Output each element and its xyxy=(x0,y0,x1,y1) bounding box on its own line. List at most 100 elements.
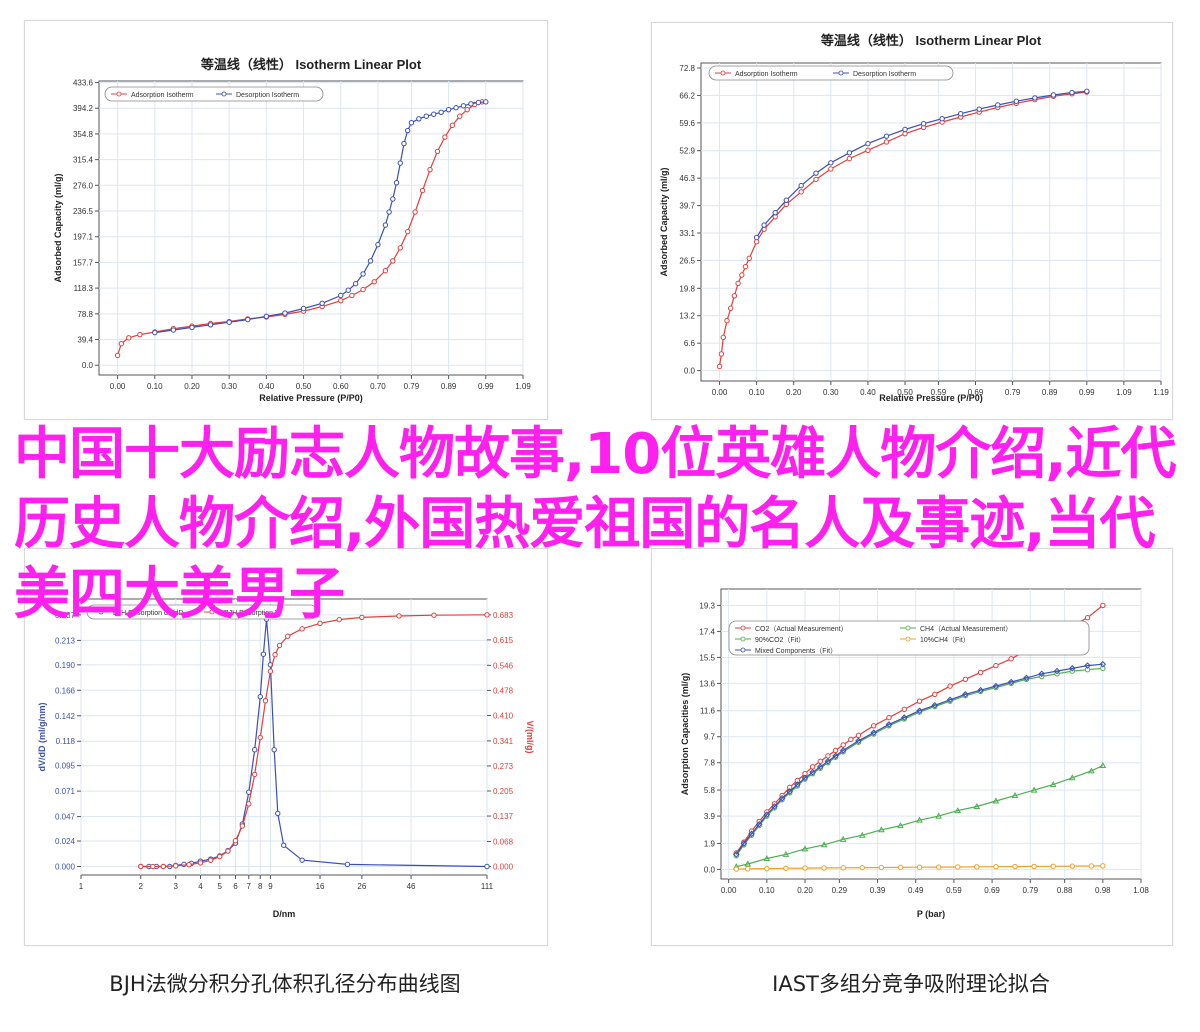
legend-entry: 10%CH4（Fit） xyxy=(920,636,970,644)
legend-entry: CO2（Actual Measurement） xyxy=(755,625,848,633)
x-tick-label: 9 xyxy=(268,882,273,891)
x-tick-label: 111 xyxy=(481,882,494,891)
data-point xyxy=(257,693,263,700)
data-point xyxy=(186,861,192,868)
data-point xyxy=(336,616,342,623)
data-point xyxy=(954,807,962,814)
series-line xyxy=(117,101,483,356)
x-tick-label: 0.59 xyxy=(946,886,962,895)
data-point xyxy=(745,866,751,872)
data-point xyxy=(405,228,411,235)
y-tick-label: 13.6 xyxy=(699,679,715,688)
data-point xyxy=(1023,674,1030,682)
x-tick-label: 0.99 xyxy=(1079,388,1095,397)
data-point xyxy=(848,736,854,743)
y-tick-label: 118.3 xyxy=(74,284,94,293)
data-point xyxy=(396,613,402,619)
data-point xyxy=(431,111,437,117)
data-point xyxy=(457,113,463,119)
data-point xyxy=(252,771,258,778)
y-tick-label: 0.190 xyxy=(55,661,76,670)
legend-swatch-marker xyxy=(209,609,215,615)
x-tick-label: 0.10 xyxy=(759,886,775,895)
data-point xyxy=(916,698,923,704)
data-point xyxy=(137,331,143,338)
x-tick-label: 0.10 xyxy=(749,388,765,397)
y-right-tick-label: 0.615 xyxy=(493,636,514,645)
data-point xyxy=(886,714,892,721)
data-point xyxy=(1038,670,1046,678)
data-point xyxy=(299,857,305,863)
y-tick-label: 33.1 xyxy=(679,229,695,238)
data-point xyxy=(257,734,263,741)
data-point xyxy=(716,363,723,370)
data-point xyxy=(160,863,167,870)
y-tick-label: 7.8 xyxy=(704,759,716,768)
data-point xyxy=(416,116,422,122)
data-point xyxy=(393,179,400,186)
data-point xyxy=(920,120,927,127)
data-point xyxy=(897,822,904,829)
data-point xyxy=(427,166,433,173)
data-point xyxy=(771,803,778,810)
data-point xyxy=(1007,678,1015,686)
data-point xyxy=(1088,767,1095,774)
y-tick-label: 157.7 xyxy=(73,258,94,267)
y-tick-label: 0.0 xyxy=(82,361,94,370)
legend-swatch-marker xyxy=(221,91,227,97)
data-point xyxy=(828,160,834,166)
legend-swatch-marker xyxy=(740,636,746,642)
iast-chart: 0.00 0.10 0.20 0.29 0.39 0.49 0.59 0.69 0.79 0.88… xyxy=(680,588,1149,919)
y-tick-label: 39.7 xyxy=(679,202,695,211)
legend-entry: 90%CO2（Fit） xyxy=(755,636,805,644)
x-tick-label: 0.88 xyxy=(1057,886,1073,895)
data-point xyxy=(423,113,429,119)
y-right-tick-label: 0.341 xyxy=(493,737,514,746)
legend-swatch-marker xyxy=(116,91,122,97)
x-tick-label: 0.60 xyxy=(333,382,349,391)
x-tick-label: 0.98 xyxy=(1095,886,1111,895)
data-point xyxy=(367,258,374,264)
data-point xyxy=(883,139,890,145)
data-point xyxy=(226,319,232,325)
data-point xyxy=(832,752,839,760)
x-tick-label: 0.50 xyxy=(897,388,913,397)
chart-panel-bottom-left: 1 2 3 4 5 6 7 8 9 16 26 46 111 0.000 0.024 0.047 0.071 0.… xyxy=(24,548,548,946)
data-point xyxy=(1030,786,1038,793)
x-tick-label: 16 xyxy=(316,882,325,891)
x-tick-label: 0.00 xyxy=(712,388,728,397)
legend-entry: CH4（Actual Measurement） xyxy=(920,625,1012,633)
plot-area xyxy=(80,598,488,876)
data-point xyxy=(371,279,377,285)
data-point xyxy=(246,801,252,807)
data-point xyxy=(338,292,344,299)
data-point xyxy=(483,99,489,105)
data-point xyxy=(976,106,982,112)
data-point xyxy=(1053,667,1061,675)
y-tick-label: 315.4 xyxy=(73,156,94,165)
data-point xyxy=(338,297,344,304)
data-point xyxy=(382,222,389,228)
data-point xyxy=(977,669,984,676)
y-right-tick-label: 0.410 xyxy=(493,711,514,720)
y-tick-label: 0.0 xyxy=(684,367,696,376)
data-point xyxy=(840,742,846,748)
y-tick-label: 5.8 xyxy=(704,786,716,795)
chart-panel-top-right: 等温线（线性） Isotherm Linear Plot 0.00 0.10 0.20… xyxy=(651,22,1173,420)
y-tick-label: 394.2 xyxy=(73,104,94,113)
data-point xyxy=(299,626,305,632)
data-point xyxy=(138,863,144,870)
data-point xyxy=(977,686,984,694)
y-right-tick-label: 0.068 xyxy=(493,837,514,846)
data-point xyxy=(217,853,223,860)
data-point xyxy=(1049,781,1057,788)
x-tick-label: 4 xyxy=(198,882,203,891)
isotherm-chart-right: 等温线（线性） Isotherm Linear Plot 0.00 0.10 0.20… xyxy=(659,33,1169,403)
x-tick-label: 5 xyxy=(218,882,223,891)
x-tick-label: 0.30 xyxy=(823,388,839,397)
x-tick-label: 1.19 xyxy=(1153,388,1169,397)
data-point xyxy=(865,147,871,153)
legend-swatch-marker xyxy=(905,636,911,642)
x-tick-label: 0.20 xyxy=(797,886,813,895)
data-point xyxy=(840,865,846,871)
